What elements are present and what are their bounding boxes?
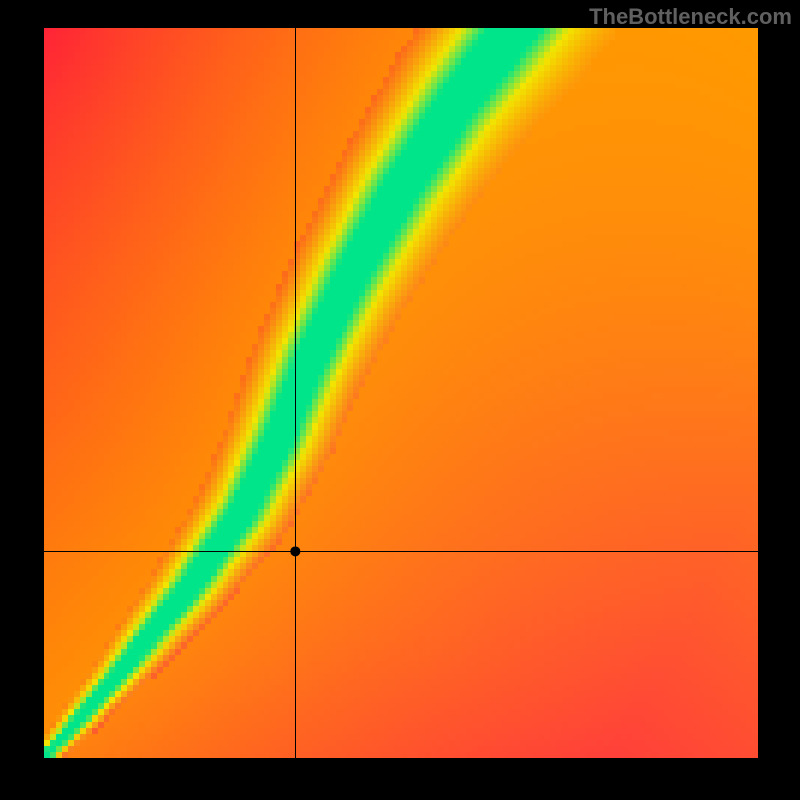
bottleneck-heatmap: [0, 0, 800, 800]
chart-container: TheBottleneck.com: [0, 0, 800, 800]
watermark-text: TheBottleneck.com: [589, 4, 792, 30]
